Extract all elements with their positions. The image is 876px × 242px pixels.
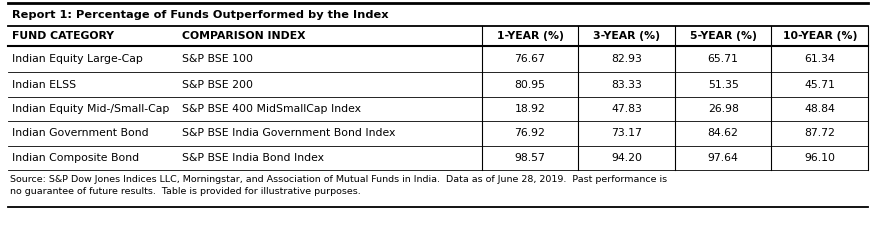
- Text: 76.92: 76.92: [514, 129, 546, 138]
- Text: Indian Government Bond: Indian Government Bond: [12, 129, 149, 138]
- Text: 96.10: 96.10: [804, 153, 835, 163]
- Text: 10-YEAR (%): 10-YEAR (%): [782, 31, 857, 41]
- Text: 61.34: 61.34: [804, 54, 835, 64]
- Text: 84.62: 84.62: [708, 129, 738, 138]
- Text: 18.92: 18.92: [514, 104, 546, 114]
- Text: S&P BSE 200: S&P BSE 200: [182, 80, 253, 90]
- Text: 76.67: 76.67: [514, 54, 546, 64]
- Text: 82.93: 82.93: [611, 54, 642, 64]
- Text: 80.95: 80.95: [514, 80, 546, 90]
- Text: S&P BSE 400 MidSmallCap Index: S&P BSE 400 MidSmallCap Index: [182, 104, 361, 114]
- Text: FUND CATEGORY: FUND CATEGORY: [12, 31, 114, 41]
- Text: 26.98: 26.98: [708, 104, 738, 114]
- Text: Indian Composite Bond: Indian Composite Bond: [12, 153, 139, 163]
- Text: 87.72: 87.72: [804, 129, 835, 138]
- Text: 98.57: 98.57: [514, 153, 546, 163]
- Text: Indian ELSS: Indian ELSS: [12, 80, 76, 90]
- Text: 3-YEAR (%): 3-YEAR (%): [593, 31, 660, 41]
- Text: Indian Equity Mid-/Small-Cap: Indian Equity Mid-/Small-Cap: [12, 104, 169, 114]
- Text: 83.33: 83.33: [611, 80, 642, 90]
- Text: 48.84: 48.84: [804, 104, 835, 114]
- Text: 51.35: 51.35: [708, 80, 738, 90]
- Text: 1-YEAR (%): 1-YEAR (%): [497, 31, 563, 41]
- Text: S&P BSE India Government Bond Index: S&P BSE India Government Bond Index: [182, 129, 396, 138]
- Text: 47.83: 47.83: [611, 104, 642, 114]
- Text: Report 1: Percentage of Funds Outperformed by the Index: Report 1: Percentage of Funds Outperform…: [12, 10, 389, 21]
- Text: no guarantee of future results.  Table is provided for illustrative purposes.: no guarantee of future results. Table is…: [10, 188, 361, 197]
- Text: Source: S&P Dow Jones Indices LLC, Morningstar, and Association of Mutual Funds : Source: S&P Dow Jones Indices LLC, Morni…: [10, 175, 668, 184]
- Text: 73.17: 73.17: [611, 129, 642, 138]
- Text: S&P BSE 100: S&P BSE 100: [182, 54, 253, 64]
- Text: 5-YEAR (%): 5-YEAR (%): [689, 31, 757, 41]
- Text: COMPARISON INDEX: COMPARISON INDEX: [182, 31, 306, 41]
- Text: S&P BSE India Bond Index: S&P BSE India Bond Index: [182, 153, 324, 163]
- Text: 97.64: 97.64: [708, 153, 738, 163]
- Text: 94.20: 94.20: [611, 153, 642, 163]
- Text: 65.71: 65.71: [708, 54, 738, 64]
- Text: 45.71: 45.71: [804, 80, 835, 90]
- Text: Indian Equity Large-Cap: Indian Equity Large-Cap: [12, 54, 143, 64]
